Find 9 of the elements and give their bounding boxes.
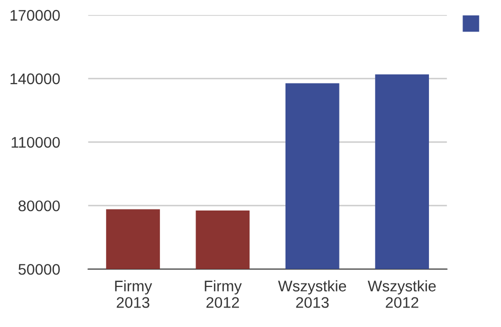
y-tick-label: 110000: [12, 136, 60, 148]
x-tick-label: Wszystkie 2013: [278, 280, 346, 308]
x-tick-label: Firmy 2013: [115, 280, 152, 308]
x-tick-label: Firmy 2012: [204, 280, 242, 308]
x-tick-label: Wszystkie 2012: [368, 280, 436, 308]
y-tick-label: 80000: [18, 200, 60, 212]
y-tick-label: 140000: [10, 73, 60, 84]
y-tick-label: 50000: [18, 264, 60, 275]
y-tick-label: 170000: [10, 10, 60, 21]
